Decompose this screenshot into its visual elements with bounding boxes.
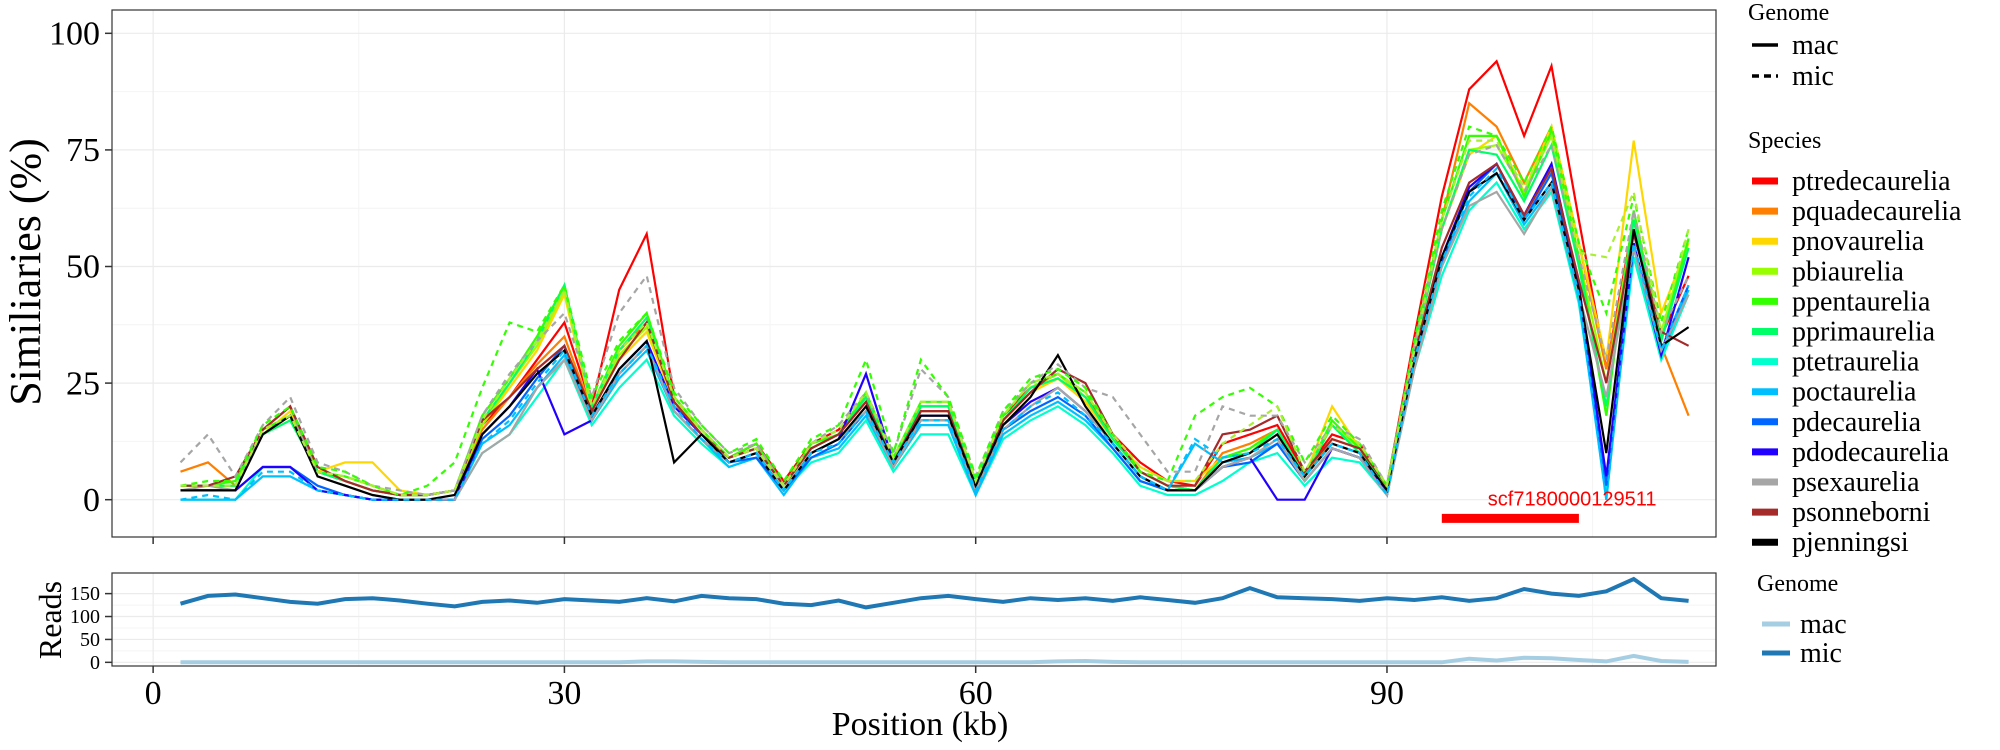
series-line-psexaurelia-mic [179,142,1690,497]
y-tick-label: 0 [90,652,100,674]
top-panel-grid [112,10,1716,537]
series-line-ppentaurelia-mac [180,127,1690,497]
reads-axis-title: Reads [32,581,68,659]
y-tick-label: 100 [70,606,100,628]
bottom-panel-series [179,576,1689,665]
bottom-panel-grid [112,573,1716,666]
legend-label-poctaurelia: poctaurelia [1792,377,1917,408]
legend-label-pprimaurelia: pprimaurelia [1792,317,1936,348]
legend-label-pquadecaurelia: pquadecaurelia [1792,196,1962,227]
legend-genome-title: Genome [1748,0,1829,26]
legend-genome: Genome mac mic [1748,0,1839,92]
x-axis-title: Position (kb) [832,706,1009,743]
annotation: scf7180000129511 [1441,489,1657,523]
legend-label-mic: mic [1792,61,1834,92]
legend-label-ptetraurelia: ptetraurelia [1792,347,1920,378]
series-line-pnovaurelia-mac [180,123,1690,497]
legend-label-psexaurelia: psexaurelia [1792,467,1920,498]
x-tick-label: 60 [959,675,993,712]
x-tick-label: 0 [145,675,162,712]
legend-label-pdodecaurelia: pdodecaurelia [1792,437,1950,468]
legend-label-reads-mic: mic [1800,638,1842,669]
series-line-ppentaurelia-mic [180,123,1690,497]
y-tick-label: 75 [66,132,100,169]
series-line-ptetraurelia-mac [180,180,1690,501]
legend-species: Species ptredecaureliapquadecaureliapnov… [1748,128,1962,558]
y-tick-label: 150 [70,583,100,605]
x-tick-label: 90 [1370,675,1404,712]
series-line-poctaurelia-mic [180,166,1690,501]
y-tick-label: 0 [83,482,100,519]
legend-label-psonneborni: psonneborni [1792,497,1931,528]
top-panel-axes: 0 25 50 75 100 [49,16,1388,544]
y-tick-label: 50 [66,249,100,286]
legend-label-ppentaurelia: ppentaurelia [1792,286,1931,317]
series-line-pbiaurelia-mic [180,132,1690,497]
y-tick-label: 100 [49,16,100,53]
bottom-panel-border [111,572,1717,667]
top-panel-border [111,9,1717,538]
series-line-psexaurelia-mac [180,184,1690,501]
top-panel-series [179,59,1690,501]
legend-label-pjenningsi: pjenningsi [1792,527,1909,558]
legend-label-pdecaurelia: pdecaurelia [1792,407,1922,438]
legend-label-ptredecaurelia: ptredecaurelia [1792,166,1951,197]
y-axis-title: Similiaries (%) [1,138,50,406]
legend-label-pnovaurelia: pnovaurelia [1792,226,1925,257]
reads-line-mic [179,576,1689,610]
legend-label-pbiaurelia: pbiaurelia [1792,256,1905,287]
y-tick-label: 25 [66,365,100,402]
legend-label-reads-mac: mac [1800,609,1847,640]
x-tick-label: 30 [547,675,581,712]
legend-species-title: Species [1748,128,1821,154]
y-tick-label: 50 [80,629,100,651]
reads-line-mac [180,653,1689,665]
legend-label-mac: mac [1792,30,1839,61]
annotation-label: scf7180000129511 [1488,489,1657,511]
legend-reads-title: Genome [1757,571,1838,597]
legend-reads-genome: Genome mac mic [1757,571,1847,669]
series-line-ptredecaurelia-mac [180,59,1690,497]
